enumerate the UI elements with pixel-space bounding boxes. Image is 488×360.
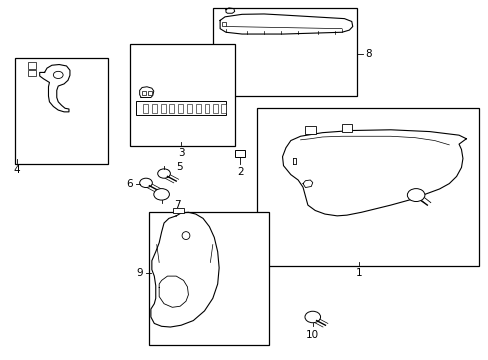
Bar: [149, 212, 268, 345]
Bar: [221, 104, 225, 113]
Text: 5: 5: [176, 162, 183, 172]
Text: 1: 1: [355, 268, 362, 278]
Bar: [143, 104, 148, 113]
Bar: [148, 91, 152, 95]
Text: 6: 6: [126, 179, 133, 189]
FancyBboxPatch shape: [305, 126, 315, 134]
Bar: [27, 62, 36, 69]
Bar: [130, 44, 234, 146]
Text: 3: 3: [178, 148, 184, 158]
Text: 8: 8: [365, 49, 371, 59]
Bar: [136, 101, 226, 116]
Bar: [234, 149, 245, 157]
Circle shape: [140, 178, 152, 188]
Circle shape: [407, 189, 424, 202]
Circle shape: [154, 189, 169, 200]
Bar: [186, 104, 191, 113]
Bar: [142, 91, 146, 95]
Bar: [169, 104, 174, 113]
Circle shape: [305, 311, 320, 323]
Bar: [173, 208, 183, 213]
Bar: [195, 104, 200, 113]
Bar: [204, 104, 209, 113]
Ellipse shape: [182, 231, 189, 239]
Text: 7: 7: [173, 201, 180, 211]
Text: 10: 10: [305, 330, 319, 340]
FancyBboxPatch shape: [341, 125, 351, 132]
Bar: [27, 69, 36, 76]
Text: 2: 2: [236, 167, 243, 177]
Text: 4: 4: [14, 165, 20, 175]
Circle shape: [53, 71, 63, 78]
Bar: [15, 58, 108, 164]
Circle shape: [158, 169, 170, 178]
Bar: [178, 104, 183, 113]
Bar: [221, 22, 226, 26]
Bar: [212, 8, 356, 96]
Text: 9: 9: [136, 268, 143, 278]
Bar: [256, 108, 478, 266]
Bar: [212, 104, 217, 113]
Bar: [160, 104, 165, 113]
Bar: [152, 104, 157, 113]
